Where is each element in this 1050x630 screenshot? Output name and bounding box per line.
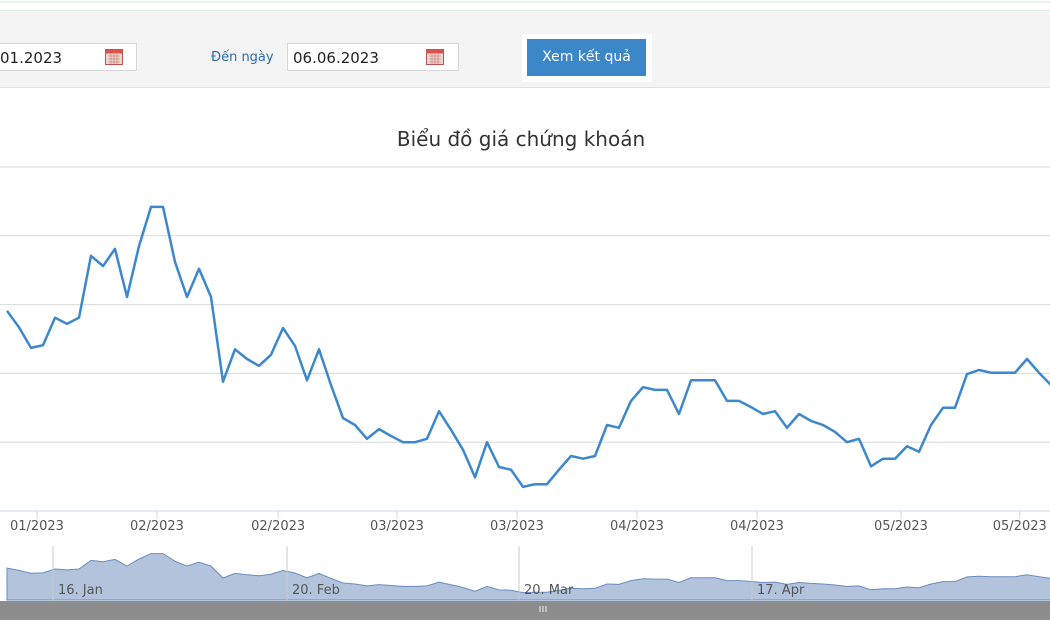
x-tick-label: 04/2023: [730, 519, 784, 534]
calendar-icon[interactable]: [426, 49, 444, 65]
filter-bar: 01.2023 Đến ngày 06.06.2023 Xem kết quả: [0, 10, 1050, 88]
x-tick-label: 01/2023: [10, 519, 64, 534]
x-tick-label: 05/2023: [874, 519, 928, 534]
plot: [5, 205, 1050, 601]
to-date-input[interactable]: 06.06.2023: [287, 43, 459, 71]
x-tick-label: 02/2023: [251, 519, 305, 534]
x-tick-label: 04/2023: [610, 519, 664, 534]
navigator-label: 20. Feb: [292, 583, 340, 598]
x-tick-label: 05/2023: [993, 519, 1047, 534]
scrollbar-grip: [539, 606, 547, 612]
x-tick-label: 03/2023: [490, 519, 544, 534]
from-date: 01.2023: [0, 49, 63, 67]
chart-title: Biểu đồ giá chứng khoán: [397, 127, 645, 151]
navigator-label: 16. Jan: [58, 583, 103, 598]
submit-button[interactable]: Xem kết quả: [527, 39, 646, 76]
navigator-area: [6, 553, 1050, 601]
x-tick-label: 03/2023: [370, 519, 424, 534]
to-date-label: Đến ngày: [211, 50, 274, 65]
calendar-icon[interactable]: [105, 49, 123, 65]
scrollbar[interactable]: [0, 601, 1050, 620]
navigator-label: 20. Mar: [524, 583, 574, 598]
to-date: 06.06.2023: [293, 49, 379, 67]
navigator-label: 17. Apr: [757, 583, 805, 598]
submit-button-frame: Xem kết quả: [522, 34, 652, 82]
x-tick-label: 02/2023: [130, 519, 184, 534]
from-date-input[interactable]: 01.2023: [0, 43, 137, 71]
price-line: [5, 205, 1050, 489]
